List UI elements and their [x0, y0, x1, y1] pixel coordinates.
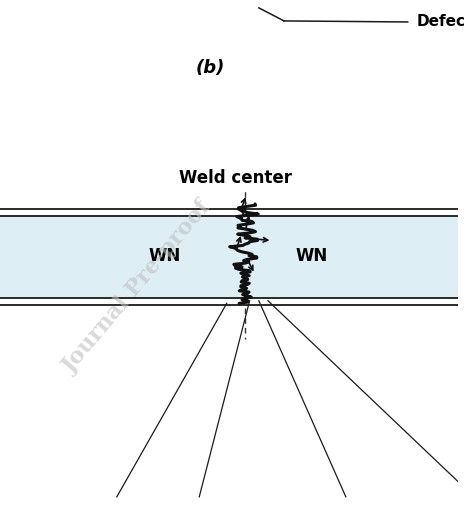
- Text: Defec: Defec: [417, 15, 466, 29]
- Text: (b): (b): [196, 59, 226, 77]
- Text: Weld center: Weld center: [179, 169, 292, 187]
- FancyBboxPatch shape: [0, 216, 458, 298]
- Text: WN: WN: [149, 247, 181, 265]
- Text: Journal Pre-proof: Journal Pre-proof: [59, 197, 216, 378]
- Text: WN: WN: [295, 247, 328, 265]
